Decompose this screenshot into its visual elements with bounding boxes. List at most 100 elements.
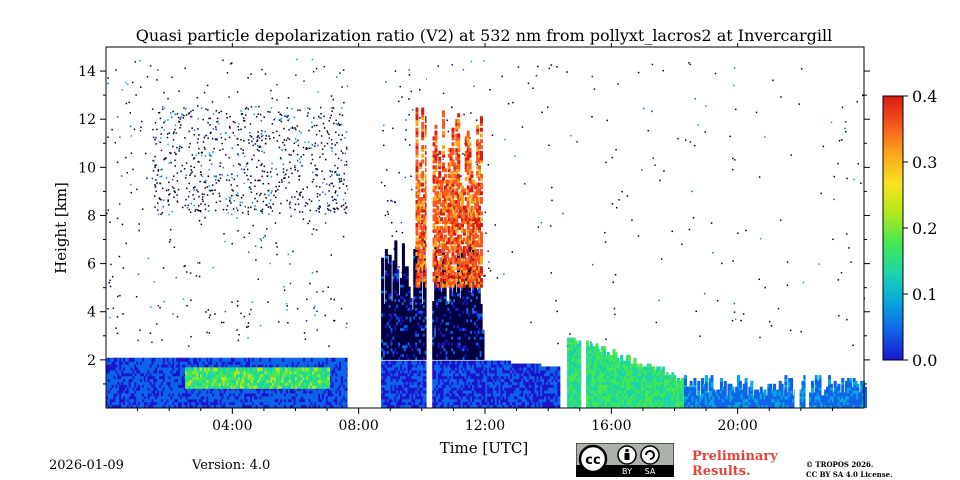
heatmap-cell: [339, 360, 343, 365]
heatmap-cell: [439, 324, 443, 329]
heatmap-cell: [340, 360, 344, 365]
heatmap-cell: [145, 383, 149, 388]
heatmap-cell: [384, 341, 388, 346]
heatmap-cell: [126, 357, 130, 362]
heatmap-cell: [310, 363, 314, 368]
heatmap-cell: [411, 338, 415, 343]
heatmap-cell: [156, 128, 158, 131]
heatmap-cell: [270, 376, 274, 381]
heatmap-cell: [422, 309, 426, 314]
heatmap-cell: [845, 130, 847, 133]
heatmap-cell: [333, 363, 337, 368]
heatmap-cell: [340, 177, 343, 180]
heatmap-cell: [329, 375, 333, 380]
heatmap-cell: [271, 162, 273, 165]
heatmap-cell: [541, 111, 543, 114]
heatmap-cell: [323, 127, 326, 129]
heatmap-cell: [251, 363, 255, 368]
heatmap-cell: [160, 360, 164, 365]
heatmap-cell: [247, 322, 250, 324]
heatmap-cell: [280, 202, 282, 205]
heatmap-cell: [255, 363, 259, 368]
heatmap-cell: [262, 381, 266, 386]
heatmap-cell: [145, 375, 149, 380]
heatmap-cell: [175, 132, 178, 134]
heatmap-cell: [250, 175, 252, 177]
heatmap-cell: [200, 392, 204, 397]
heatmap-cell: [390, 306, 394, 311]
heatmap-cell: [274, 381, 278, 386]
heatmap-cell: [190, 381, 194, 386]
heatmap-cell: [222, 370, 226, 375]
heatmap-cell: [193, 395, 197, 400]
heatmap-cell: [130, 357, 134, 362]
heatmap-cell: [222, 321, 225, 324]
heatmap-cell: [392, 309, 396, 314]
heatmap-cell: [210, 404, 214, 408]
heatmap-cell: [268, 137, 271, 140]
heatmap-cell: [183, 114, 185, 117]
heatmap-cell: [537, 226, 540, 228]
heatmap-cell: [322, 360, 326, 365]
heatmap-cell: [311, 180, 314, 183]
heatmap-cell: [185, 360, 189, 365]
heatmap-cell: [109, 360, 113, 365]
heatmap-cell: [172, 378, 176, 383]
heatmap-cell: [263, 398, 267, 403]
heatmap-cell: [415, 321, 419, 326]
heatmap-cell: [151, 398, 155, 403]
heatmap-cell: [278, 181, 281, 184]
heatmap-cell: [178, 375, 182, 380]
heatmap-cell: [297, 360, 301, 365]
heatmap-cell: [303, 360, 307, 365]
heatmap-cell: [655, 321, 658, 324]
heatmap-cell: [280, 357, 284, 362]
heatmap-cell: [228, 157, 230, 159]
heatmap-cell: [251, 381, 255, 386]
heatmap-cell: [381, 283, 385, 288]
heatmap-cell: [231, 398, 235, 403]
heatmap-cell: [217, 120, 220, 123]
heatmap-cell: [160, 372, 164, 377]
heatmap-cell: [422, 240, 426, 245]
heatmap-cell: [329, 383, 333, 388]
heatmap-cell: [441, 352, 445, 357]
heatmap-cell: [275, 378, 279, 383]
heatmap-cell: [153, 395, 157, 400]
heatmap-cell: [340, 383, 344, 388]
heatmap-cell: [315, 378, 319, 383]
heatmap-cell: [413, 352, 417, 357]
heatmap-cell: [322, 122, 325, 125]
heatmap-cell: [214, 209, 217, 212]
heatmap-cell: [272, 357, 276, 362]
heatmap-cell: [289, 392, 293, 397]
heatmap-cell: [301, 395, 305, 400]
heatmap-cell: [268, 360, 272, 365]
heatmap-cell: [401, 344, 405, 349]
heatmap-cell: [546, 106, 549, 108]
heatmap-cell: [346, 322, 348, 325]
heatmap-cell: [318, 186, 321, 188]
heatmap-cell: [613, 307, 616, 310]
heatmap-cell: [291, 398, 295, 403]
heatmap-cell: [322, 363, 326, 368]
heatmap-cell: [132, 357, 136, 362]
heatmap-cell: [306, 363, 310, 368]
heatmap-cell: [321, 370, 325, 375]
heatmap-cell: [209, 381, 213, 386]
heatmap-cell: [272, 401, 276, 406]
heatmap-cell: [235, 194, 238, 196]
heatmap-cell: [253, 404, 257, 408]
heatmap-cell: [160, 133, 162, 135]
heatmap-cell: [418, 300, 422, 305]
heatmap-cell: [282, 357, 286, 362]
heatmap-cell: [335, 366, 339, 371]
heatmap-cell: [176, 386, 180, 391]
heatmap-cell: [208, 360, 212, 365]
heatmap-cell: [184, 373, 188, 378]
heatmap-cell: [301, 363, 305, 368]
heatmap-cell: [315, 384, 319, 389]
heatmap-cell: [295, 389, 299, 394]
heatmap-cell: [197, 118, 199, 120]
heatmap-cell: [392, 332, 396, 337]
